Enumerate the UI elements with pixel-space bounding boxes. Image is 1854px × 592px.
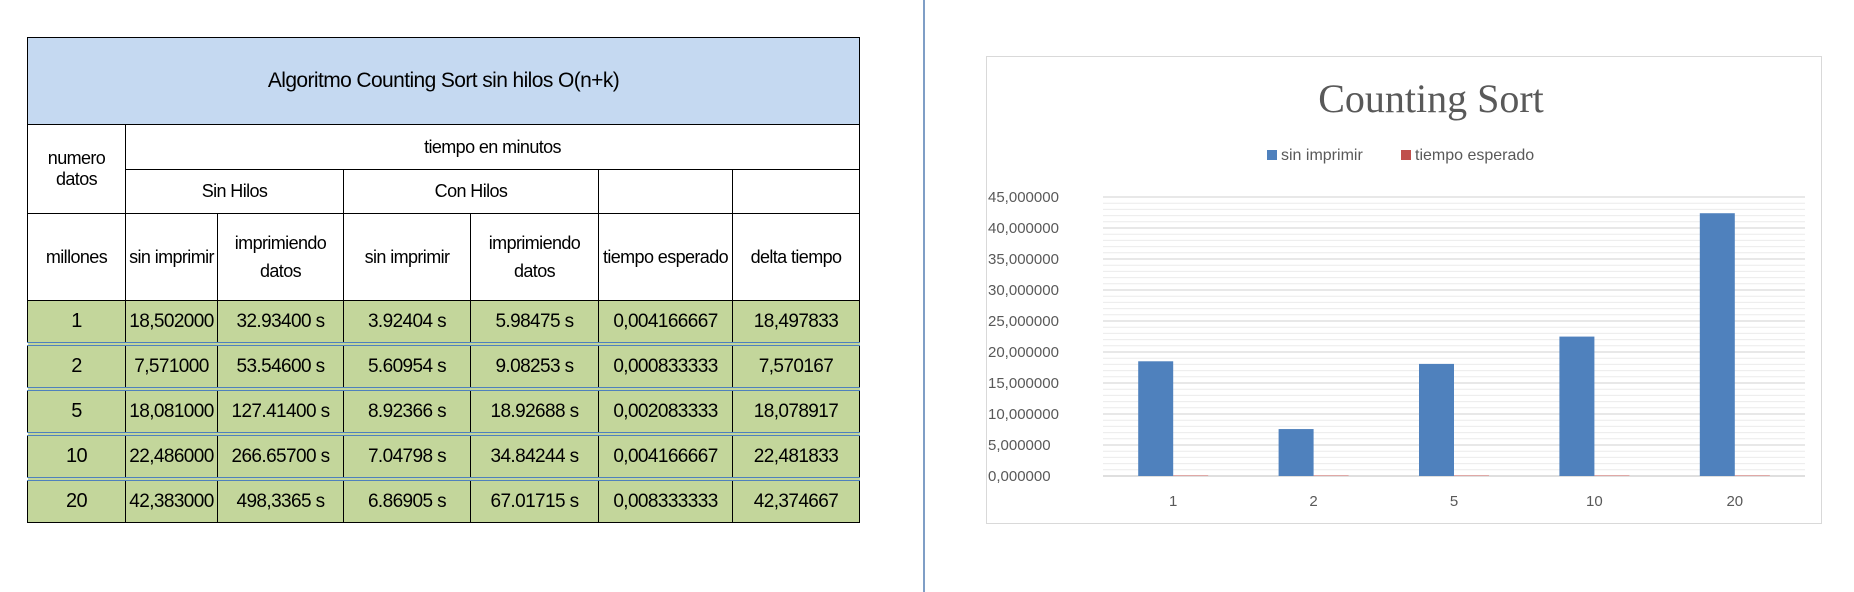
legend-label: tiempo esperado [1415,147,1534,164]
y-tick-label: 35,000000 [988,251,1059,268]
header-sin-imprimir-con-hilos: sin imprimir [343,213,471,301]
chart-legend: sin imprimir tiempo esperado [1267,147,1534,164]
table-row: 5 18,081000 127.41400 s 8.92366 s 18.92688 s… [27,387,861,435]
header-empty-2 [731,169,861,214]
y-axis-ticks: 0,000000 5,000000 10,000000 15,000000 20,000… [988,189,1059,485]
y-tick-label: 15,000000 [988,375,1059,392]
header-sin-hilos: Sin Hilos [125,169,344,214]
cell-millones: 2 [27,342,126,390]
table-row: 20 42,383000 498,3365 s 6.86905 s 67.01715 s… [27,477,861,523]
legend-label: sin imprimir [1281,147,1363,164]
y-tick-label: 25,000000 [988,313,1059,330]
x-tick-label: 20 [1726,493,1743,510]
header-tiempo-en-minutos: tiempo en minutos [124,124,861,170]
header-imprimiendo-sin-hilos: imprimiendo datos [217,213,344,301]
bar-sin-imprimir [1278,429,1314,476]
table-row: 1 18,502000 32.93400 s 3.92404 s 5.98475 s 0,… [27,300,861,345]
cell-imprimiendo-con-hilos: 5.98475 s [470,300,599,345]
cell-sin-imprimir-sin-hilos: 18,502000 [125,300,218,345]
results-table-container: Algoritmo Counting Sort sin hilos O(n+k)… [26,37,861,523]
cell-sin-imprimir-con-hilos: 3.92404 s [343,300,471,345]
bar-sin-imprimir [1419,363,1454,476]
bar-tiempo-esperado [1173,475,1209,476]
table-title: Algoritmo Counting Sort sin hilos O(n+k) [26,37,861,125]
table-row: 10 22,486000 266.65700 s 7.04798 s 34.84244 … [27,432,861,480]
cell-imprimiendo-sin-hilos: 266.65700 s [217,432,344,480]
header-imprimiendo-line1: imprimiendo [234,233,327,253]
header-delta-tiempo: delta tiempo [731,213,861,301]
header-numero-datos: numero datos [27,124,126,214]
chart-title: Counting Sort [1318,76,1544,121]
cell-tiempo-esperado: 0,002083333 [598,387,733,435]
bars [1138,213,1770,476]
bar-tiempo-esperado [1594,475,1630,476]
cell-sin-imprimir-con-hilos: 7.04798 s [343,432,471,480]
legend-swatch [1267,150,1277,160]
bar-sin-imprimir [1138,361,1174,476]
header-imprimiendo-line1: imprimiendo [488,233,581,253]
y-tick-label: 30,000000 [988,282,1059,299]
table-row: 2 7,571000 53.54600 s 5.60954 s 9.08253 s 0,0… [27,342,861,390]
cell-imprimiendo-sin-hilos: 498,3365 s [217,477,344,523]
cell-sin-imprimir-con-hilos: 5.60954 s [343,342,471,390]
cell-sin-imprimir-sin-hilos: 22,486000 [125,432,218,480]
cell-imprimiendo-sin-hilos: 32.93400 s [217,300,344,345]
table-body: 1 18,502000 32.93400 s 3.92404 s 5.98475 s 0,… [27,300,861,523]
bar-tiempo-esperado [1734,475,1770,476]
legend-swatch [1401,150,1411,160]
header-tiempo-esperado: tiempo esperado [598,213,733,301]
cell-sin-imprimir-sin-hilos: 42,383000 [125,477,218,523]
y-tick-label: 45,000000 [988,189,1059,206]
y-tick-label: 20,000000 [988,344,1059,361]
cell-millones: 20 [27,477,126,523]
bar-tiempo-esperado [1313,475,1349,476]
cell-tiempo-esperado: 0,008333333 [598,477,733,523]
cell-sin-imprimir-sin-hilos: 18,081000 [125,387,218,435]
y-tick-label: 40,000000 [988,220,1059,237]
cell-imprimiendo-con-hilos: 9.08253 s [470,342,599,390]
chart-frame: Counting Sort sin imprimir tiempo esperad… [986,56,1822,524]
cell-delta-tiempo: 7,570167 [731,342,861,390]
cell-imprimiendo-sin-hilos: 127.41400 s [217,387,344,435]
header-imprimiendo-line2: datos [513,261,556,281]
cell-sin-imprimir-sin-hilos: 7,571000 [125,342,218,390]
y-tick-label: 5,000000 [988,437,1051,454]
cell-imprimiendo-con-hilos: 18.92688 s [470,387,599,435]
header-imprimiendo-line2: datos [259,261,302,281]
x-tick-label: 2 [1309,493,1317,510]
x-axis-ticks: 1 2 5 10 20 [1169,493,1743,510]
bar-sin-imprimir [1559,336,1595,476]
header-millones: millones [27,213,126,301]
cell-tiempo-esperado: 0,000833333 [598,342,733,390]
cell-delta-tiempo: 42,374667 [731,477,861,523]
cell-millones: 5 [27,387,126,435]
cell-sin-imprimir-con-hilos: 6.86905 s [343,477,471,523]
cell-delta-tiempo: 18,497833 [731,300,861,345]
cell-sin-imprimir-con-hilos: 8.92366 s [343,387,471,435]
header-con-hilos: Con Hilos [343,169,599,214]
header-empty-1 [598,169,733,214]
results-table: Algoritmo Counting Sort sin hilos O(n+k)… [26,37,861,523]
header-imprimiendo-con-hilos: imprimiendo datos [470,213,599,301]
cell-imprimiendo-sin-hilos: 53.54600 s [217,342,344,390]
header-sin-imprimir-sin-hilos: sin imprimir [125,213,218,301]
y-tick-label: 10,000000 [988,406,1059,423]
x-tick-label: 5 [1450,493,1458,510]
bar-tiempo-esperado [1454,475,1489,476]
cell-delta-tiempo: 18,078917 [731,387,861,435]
bar-chart: Counting Sort sin imprimir tiempo esperad… [988,76,1805,510]
page-divider [923,0,925,592]
y-tick-label: 0,000000 [988,468,1051,485]
cell-millones: 10 [27,432,126,480]
x-tick-label: 1 [1169,493,1177,510]
cell-tiempo-esperado: 0,004166667 [598,300,733,345]
cell-delta-tiempo: 22,481833 [731,432,861,480]
cell-imprimiendo-con-hilos: 67.01715 s [470,477,599,523]
x-tick-label: 10 [1586,493,1603,510]
cell-millones: 1 [27,300,126,345]
bar-sin-imprimir [1699,213,1735,476]
cell-tiempo-esperado: 0,004166667 [598,432,733,480]
cell-imprimiendo-con-hilos: 34.84244 s [470,432,599,480]
